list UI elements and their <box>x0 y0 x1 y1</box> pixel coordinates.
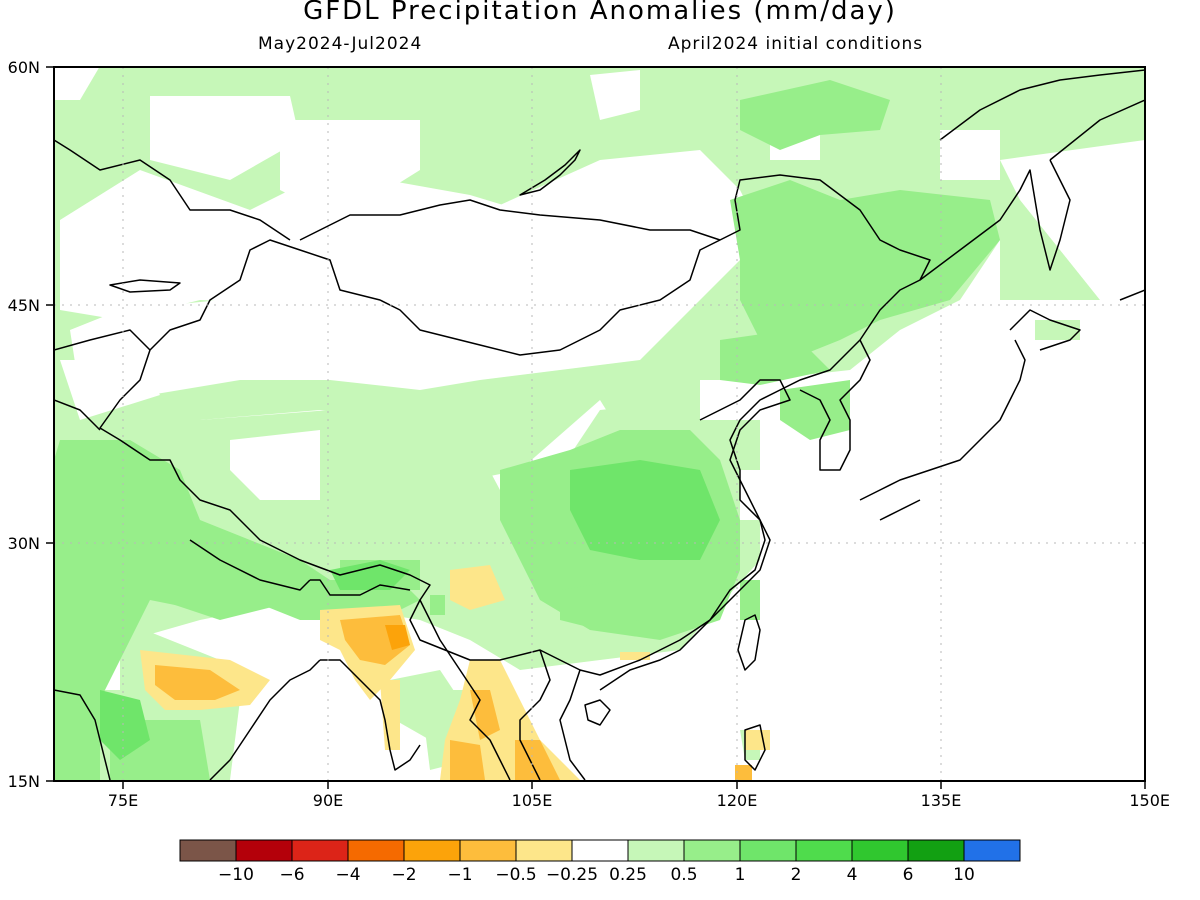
anomaly-mid-green <box>100 460 720 760</box>
colorbar-label: 0.5 <box>670 865 697 885</box>
baikal <box>519 149 581 196</box>
colorbar-swatch <box>739 839 797 862</box>
map-frame <box>53 66 1146 782</box>
colorbar-label: 2 <box>791 865 802 885</box>
colorbar-swatch <box>347 839 405 862</box>
philippines-luzon <box>744 724 766 771</box>
colorbar-label: −2 <box>391 865 416 885</box>
colorbar-swatch <box>907 839 965 862</box>
colorbar-swatch <box>235 839 293 862</box>
map-title: GFDL Precipitation Anomalies (mm/day) <box>303 0 897 26</box>
anomaly-shading <box>54 67 1145 780</box>
gridlines <box>54 67 1145 781</box>
colorbar-label: 1 <box>735 865 746 885</box>
colorbar-swatch <box>627 839 685 862</box>
lon-label-105e: 105E <box>512 791 553 810</box>
colorbar-swatch <box>851 839 909 862</box>
colorbar-label: 10 <box>953 865 975 885</box>
colorbar-label: −6 <box>279 865 304 885</box>
colorbar-label: −4 <box>335 865 360 885</box>
colorbar-label: −10 <box>218 865 254 885</box>
nepal-bhutan <box>189 539 411 596</box>
forecast-period: May2024-Jul2024 <box>258 34 423 54</box>
colorbar-label: 0.25 <box>609 865 647 885</box>
china-border <box>99 174 931 676</box>
colorbar: −10 −6 −4 −2 −1 −0.5 −0.25 0.25 0.5 1 2 4 6 10 <box>179 839 1021 885</box>
lon-label-120e: 120E <box>717 791 758 810</box>
lon-label-135e: 135E <box>921 791 962 810</box>
lon-label-75e: 75E <box>108 791 138 810</box>
latitude-labels: 60N 45N 30N 15N <box>8 58 40 791</box>
indochina-border <box>419 599 586 781</box>
lat-label-30n: 30N <box>8 534 40 553</box>
colorbar-swatch <box>403 839 461 862</box>
axis-ticks <box>46 66 1146 789</box>
anomaly-orange <box>385 625 410 650</box>
lat-label-15n: 15N <box>8 772 40 791</box>
india-coast <box>54 659 321 781</box>
china-coast <box>599 379 791 691</box>
lat-label-45n: 45N <box>8 296 40 315</box>
sakhalin-russia-coast <box>919 99 1145 281</box>
japan-hokkaido <box>1009 309 1081 351</box>
balkhash <box>109 279 181 293</box>
colorbar-label: 4 <box>847 865 858 885</box>
lon-label-90e: 90E <box>313 791 343 810</box>
colorbar-swatch <box>515 839 573 862</box>
colorbar-swatch <box>571 839 629 862</box>
colorbar-swatch <box>795 839 853 862</box>
taiwan <box>737 614 761 671</box>
hainan <box>584 699 611 726</box>
lat-label-60n: 60N <box>8 58 40 77</box>
korea <box>799 339 871 471</box>
colorbar-label: −0.25 <box>546 865 598 885</box>
coastlines-borders <box>54 69 1145 781</box>
russia-kazakh-border <box>54 139 291 241</box>
colorbar-label: 6 <box>903 865 914 885</box>
lon-label-150e: 150E <box>1129 791 1170 810</box>
colorbar-swatch <box>963 839 1021 862</box>
colorbar-swatch <box>179 839 237 862</box>
mongolia-border <box>299 199 721 241</box>
colorbar-label: −1 <box>447 865 472 885</box>
bangladesh-myanmar-coast <box>320 659 421 771</box>
colorbar-swatch <box>459 839 517 862</box>
initial-conditions: April2024 initial conditions <box>668 34 924 54</box>
longitude-labels: 75E 90E 105E 120E 135E 150E <box>108 791 1170 810</box>
colorbar-swatch <box>683 839 741 862</box>
kazakh-south <box>54 329 151 431</box>
kamchatka-okhotsk <box>939 69 1145 301</box>
colorbar-swatch <box>291 839 349 862</box>
colorbar-label: −0.5 <box>495 865 536 885</box>
japan-honshu <box>859 339 1026 521</box>
